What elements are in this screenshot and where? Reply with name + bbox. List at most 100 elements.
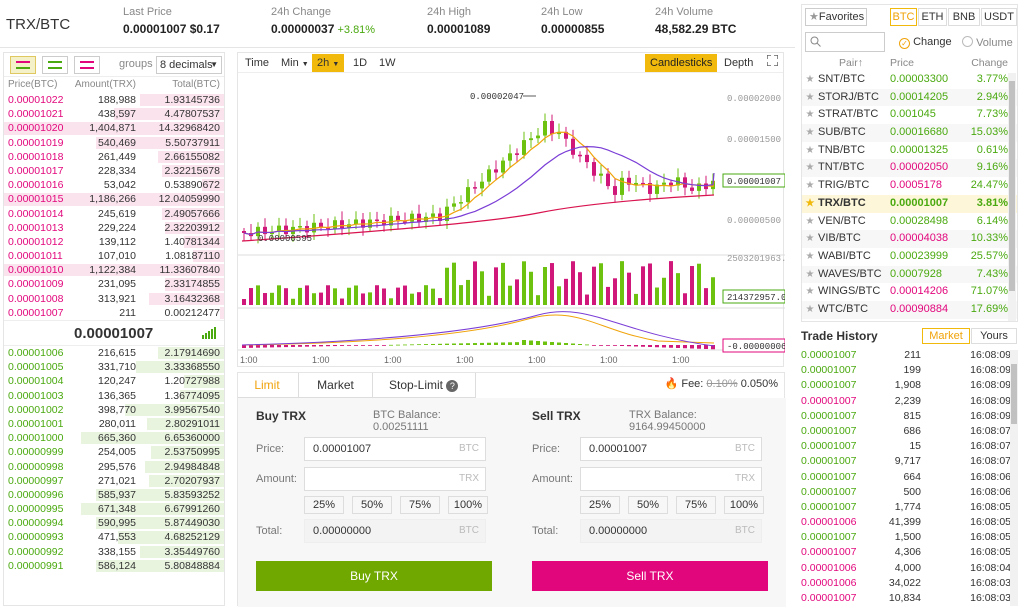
col-pair[interactable]: Pair↑ <box>818 55 884 71</box>
candlesticks-button[interactable]: Candlesticks <box>645 54 718 72</box>
star-icon[interactable]: ★ <box>805 162 815 174</box>
orderbook-row[interactable]: 0.00001007 211 0.00212477 <box>4 306 224 320</box>
buy-50-button[interactable]: 50% <box>352 496 392 514</box>
star-icon[interactable]: ★ <box>805 197 815 209</box>
star-icon[interactable]: ★ <box>805 144 815 156</box>
orderbook-row[interactable]: 0.00001002 398,770 3.99567540 <box>4 403 224 417</box>
market-row[interactable]: ★ WAVES/BTC 0.0007928 7.43% <box>802 265 1017 284</box>
market-row[interactable]: ★ WABI/BTC 0.00023999 25.57% <box>802 248 1017 266</box>
tab-min[interactable]: Min ▼ <box>276 54 314 72</box>
decimals-select[interactable]: 8 decimals ▼ <box>156 56 222 74</box>
tab-btc[interactable]: BTC <box>890 8 917 26</box>
star-icon[interactable]: ★ <box>805 268 815 280</box>
orderbook-row[interactable]: 0.00001012 139,112 1.40781344 <box>4 235 224 249</box>
orderbook-row[interactable]: 0.00001004 120,247 1.20727988 <box>4 374 224 388</box>
col-price[interactable]: Price <box>890 57 914 69</box>
orderbook-row[interactable]: 0.00001001 280,011 2.80291011 <box>4 417 224 431</box>
market-row[interactable]: ★ SUB/BTC 0.00016680 15.03% <box>802 124 1017 142</box>
orderbook-row[interactable]: 0.00000998 295,576 2.94984848 <box>4 460 224 474</box>
sell-amount-input[interactable]: TRX <box>580 467 762 491</box>
star-icon[interactable]: ★ <box>805 74 815 85</box>
sell-100-button[interactable]: 100% <box>724 496 764 514</box>
fullscreen-icon[interactable] <box>762 54 783 72</box>
market-row[interactable]: ★ TRIG/BTC 0.0005178 24.47% <box>802 177 1017 195</box>
orderbook-row[interactable]: 0.00001020 1,404,871 14.32968420 <box>4 121 224 135</box>
view-bids-button[interactable] <box>42 56 68 74</box>
tab-history-market[interactable]: Market <box>922 328 970 344</box>
market-row[interactable]: ★ TNT/BTC 0.00002050 9.16% <box>802 159 1017 178</box>
tab-limit[interactable]: Limit <box>238 373 296 397</box>
orderbook-row[interactable]: 0.00000991 586,124 5.80848884 <box>4 559 224 573</box>
tab-history-yours[interactable]: Yours <box>971 328 1017 344</box>
orderbook-row[interactable]: 0.00000993 471,553 4.68252129 <box>4 530 224 544</box>
market-row[interactable]: ★ SNT/BTC 0.00003300 3.77% <box>802 71 1017 89</box>
star-icon[interactable]: ★ <box>805 91 815 103</box>
orderbook-row[interactable]: 0.00001014 245,619 2.49057666 <box>4 207 224 221</box>
orderbook-row[interactable]: 0.00001018 261,449 2.66155082 <box>4 150 224 164</box>
sell-50-button[interactable]: 50% <box>628 496 668 514</box>
tab-market[interactable]: Market <box>298 373 372 397</box>
tab-bnb[interactable]: BNB <box>948 8 980 26</box>
star-icon[interactable]: ★ <box>805 215 815 227</box>
orderbook-row[interactable]: 0.00000994 590,995 5.87449030 <box>4 516 224 530</box>
market-search-input[interactable] <box>805 32 885 52</box>
candlestick-chart[interactable]: 0.00002047 0.00002000 0.00001500 0.00001… <box>238 73 785 368</box>
star-icon[interactable]: ★ <box>805 180 815 192</box>
orderbook-row[interactable]: 0.00000997 271,021 2.70207937 <box>4 474 224 488</box>
depth-button[interactable]: Depth <box>724 57 754 69</box>
orderbook-row[interactable]: 0.00001003 136,365 1.36774095 <box>4 389 224 403</box>
market-row[interactable]: ★ STORJ/BTC 0.00014205 2.94% <box>802 88 1017 107</box>
orderbook-row[interactable]: 0.00001005 331,710 3.33368550 <box>4 360 224 374</box>
orderbook-row[interactable]: 0.00001015 1,186,266 12.04059990 <box>4 192 224 206</box>
market-row[interactable]: ★ TNB/BTC 0.00001325 0.61% <box>802 142 1017 160</box>
star-icon[interactable]: ★ <box>805 286 815 298</box>
market-row[interactable]: ★ TRX/BTC 0.00001007 3.81% <box>802 194 1017 213</box>
orderbook-row[interactable]: 0.00001022 188,988 1.93145736 <box>4 93 224 107</box>
orderbook-row[interactable]: 0.00000999 254,005 2.53750995 <box>4 445 224 459</box>
orderbook-row[interactable]: 0.00001019 540,469 5.50737911 <box>4 136 224 150</box>
tab-time[interactable]: Time <box>245 57 270 69</box>
buy-75-button[interactable]: 75% <box>400 496 440 514</box>
star-icon[interactable]: ★ <box>805 250 815 262</box>
star-icon[interactable]: ★ <box>805 109 815 121</box>
orderbook-row[interactable]: 0.00001000 665,360 6.65360000 <box>4 431 224 445</box>
star-icon[interactable]: ★ <box>805 303 815 315</box>
tab-1w[interactable]: 1W <box>379 57 396 69</box>
orderbook-row[interactable]: 0.00001013 229,224 2.32203912 <box>4 221 224 235</box>
sell-25-button[interactable]: 25% <box>580 496 620 514</box>
orderbook-row[interactable]: 0.00001006 216,615 2.17914690 <box>4 346 224 360</box>
buy-amount-input[interactable]: TRX <box>304 467 486 491</box>
orderbook-row[interactable]: 0.00001011 107,010 1.08187110 <box>4 249 224 263</box>
buy-button[interactable]: Buy TRX <box>256 561 492 591</box>
orderbook-row[interactable]: 0.00001010 1,122,384 11.33607840 <box>4 263 224 277</box>
market-row[interactable]: ★ VEN/BTC 0.00028498 6.14% <box>802 213 1017 231</box>
view-asks-button[interactable] <box>74 56 100 74</box>
buy-100-button[interactable]: 100% <box>448 496 488 514</box>
orderbook-row[interactable]: 0.00000992 338,155 3.35449760 <box>4 545 224 559</box>
radio-change[interactable]: ✓ Change <box>899 36 952 49</box>
tab-1d[interactable]: 1D <box>353 57 368 69</box>
tab-favorites[interactable]: ★Favorites <box>805 8 867 26</box>
market-scrollbar[interactable] <box>1008 73 1016 321</box>
market-row[interactable]: ★ VIB/BTC 0.00004038 10.33% <box>802 230 1017 248</box>
sell-button[interactable]: Sell TRX <box>532 561 768 591</box>
orderbook-row[interactable]: 0.00001008 313,921 3.16432368 <box>4 292 224 306</box>
market-row[interactable]: ★ WINGS/BTC 0.00014206 71.07% <box>802 283 1017 301</box>
view-both-button[interactable] <box>10 56 36 74</box>
orderbook-row[interactable]: 0.00001016 53,042 0.53890672 <box>4 178 224 192</box>
help-icon[interactable]: ? <box>446 380 459 392</box>
orderbook-row[interactable]: 0.00000995 671,348 6.67991260 <box>4 502 224 516</box>
buy-25-button[interactable]: 25% <box>304 496 344 514</box>
sell-75-button[interactable]: 75% <box>676 496 716 514</box>
star-icon[interactable]: ★ <box>805 233 815 245</box>
orderbook-row[interactable]: 0.00000996 585,937 5.83593252 <box>4 488 224 502</box>
col-change[interactable]: Change <box>971 57 1008 69</box>
market-row[interactable]: ★ WTC/BTC 0.00090884 17.69% <box>802 300 1017 319</box>
orderbook-row[interactable]: 0.00001009 231,095 2.33174855 <box>4 277 224 291</box>
history-scrollbar[interactable] <box>1010 350 1018 606</box>
tab-2h[interactable]: 2h ▼ <box>312 54 345 72</box>
buy-price-input[interactable]: 0.00001007 BTC <box>304 437 486 461</box>
tab-usdt[interactable]: USDT <box>981 8 1017 26</box>
star-icon[interactable]: ★ <box>805 127 815 139</box>
orderbook-row[interactable]: 0.00001021 438,597 4.47807537 <box>4 107 224 121</box>
